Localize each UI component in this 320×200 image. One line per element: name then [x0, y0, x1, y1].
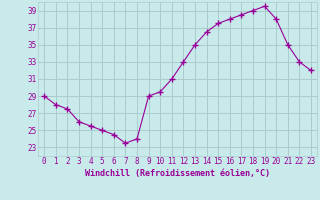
X-axis label: Windchill (Refroidissement éolien,°C): Windchill (Refroidissement éolien,°C) [85, 169, 270, 178]
